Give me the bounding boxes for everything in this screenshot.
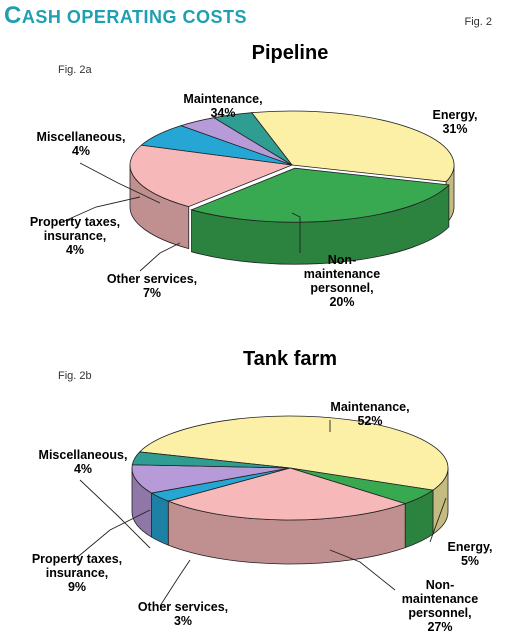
page-title: CASH OPERATING COSTS [4, 2, 247, 30]
pipeline-leader-nonmaint [291, 212, 301, 253]
tankfarm-label-miscellaneous: Miscellaneous, 4% [28, 448, 138, 476]
tankfarm-label-energy-value: 5% [460, 554, 480, 568]
tankfarm-leader-energy [429, 497, 447, 543]
title-rest: ASH OPERATING COSTS [21, 7, 248, 27]
tankfarm-slice-nonmaintenance [166, 467, 407, 521]
pipeline-leader-misc [79, 162, 161, 204]
tankfarm-label-nonmaintenance-name: Non- maintenance personnel, [401, 578, 479, 620]
tankfarm-label-maintenance: Maintenance, 52% [300, 400, 440, 428]
tankfarm-slice-miscellaneous [131, 451, 291, 469]
pipeline-pie-chart [59, 110, 455, 272]
tankfarm-slice-property [131, 464, 291, 494]
title-initial: C [4, 2, 22, 29]
tankfarm-slice-maintenance [138, 415, 449, 491]
pipeline-label-miscellaneous-name: Miscellaneous, [36, 130, 126, 144]
pipeline-slice-miscellaneous [212, 112, 293, 166]
tankfarm-leader-nonmaint [329, 549, 396, 591]
pipeline-label-maintenance: Maintenance, 34% [148, 92, 298, 120]
tankfarm-label-other-services-value: 3% [173, 614, 193, 628]
pipeline-label-miscellaneous-value: 4% [71, 144, 91, 158]
pipeline-label-nonmaintenance-name: Non- maintenance personnel, [303, 253, 381, 295]
pipeline-slice-energy [190, 167, 450, 223]
figure-label: Fig. 2 [464, 16, 492, 28]
tankfarm-label-maintenance-value: 52% [357, 414, 383, 428]
tankfarm-label-miscellaneous-value: 4% [73, 462, 93, 476]
pipeline-label-other-services-value: 7% [142, 286, 162, 300]
pipeline-slice-maintenance [250, 110, 455, 183]
pipeline-leader-property [59, 196, 141, 224]
pipeline-label-energy: Energy, 31% [410, 108, 500, 136]
pipeline-leader-other [139, 242, 181, 272]
tankfarm-fig-label: Fig. 2b [58, 370, 92, 382]
tankfarm-leader-property [73, 509, 151, 561]
pipeline-label-other-services: Other services, 7% [92, 272, 212, 300]
pipeline-label-other-services-name: Other services, [106, 272, 198, 286]
tankfarm-label-energy: Energy, 5% [430, 540, 510, 568]
tankfarm-side-other_services [151, 492, 169, 546]
pipeline-label-maintenance-value: 34% [210, 106, 236, 120]
pipeline-label-energy-value: 31% [442, 122, 468, 136]
tankfarm-chart-title: Tank farm [242, 348, 338, 370]
pipeline-chart-title: Pipeline [251, 42, 329, 64]
tankfarm-label-nonmaintenance-value: 27% [427, 620, 453, 634]
tankfarm-leader-other [159, 559, 191, 607]
tankfarm-label-property: Property taxes, insurance, 9% [12, 552, 142, 594]
pipeline-label-nonmaintenance: Non- maintenance personnel, 20% [282, 253, 402, 309]
tankfarm-label-maintenance-name: Maintenance, [330, 400, 410, 414]
tankfarm-label-other-services-name: Other services, [137, 600, 229, 614]
pipeline-label-miscellaneous: Miscellaneous, 4% [26, 130, 136, 158]
pipeline-label-property-name: Property taxes, insurance, [29, 215, 121, 243]
pipeline-label-nonmaintenance-value: 20% [329, 295, 355, 309]
tankfarm-label-energy-name: Energy, [447, 540, 493, 554]
tankfarm-label-miscellaneous-name: Miscellaneous, [38, 448, 128, 462]
tankfarm-label-property-value: 9% [67, 580, 87, 594]
pipeline-label-maintenance-name: Maintenance, [183, 92, 263, 106]
pipeline-label-property: Property taxes, insurance, 4% [10, 215, 140, 257]
tankfarm-pie-chart [73, 415, 449, 607]
tankfarm-label-other-services: Other services, 3% [118, 600, 248, 628]
pipeline-label-energy-name: Energy, [432, 108, 478, 122]
pipeline-label-property-value: 4% [65, 243, 85, 257]
pipeline-slice-nonmaintenance [129, 144, 294, 208]
tankfarm-label-nonmaintenance: Non- maintenance personnel, 27% [380, 578, 500, 634]
tankfarm-leader-misc [79, 479, 151, 549]
tankfarm-label-property-name: Property taxes, insurance, [31, 552, 123, 580]
pipeline-fig-label: Fig. 2a [58, 64, 92, 76]
